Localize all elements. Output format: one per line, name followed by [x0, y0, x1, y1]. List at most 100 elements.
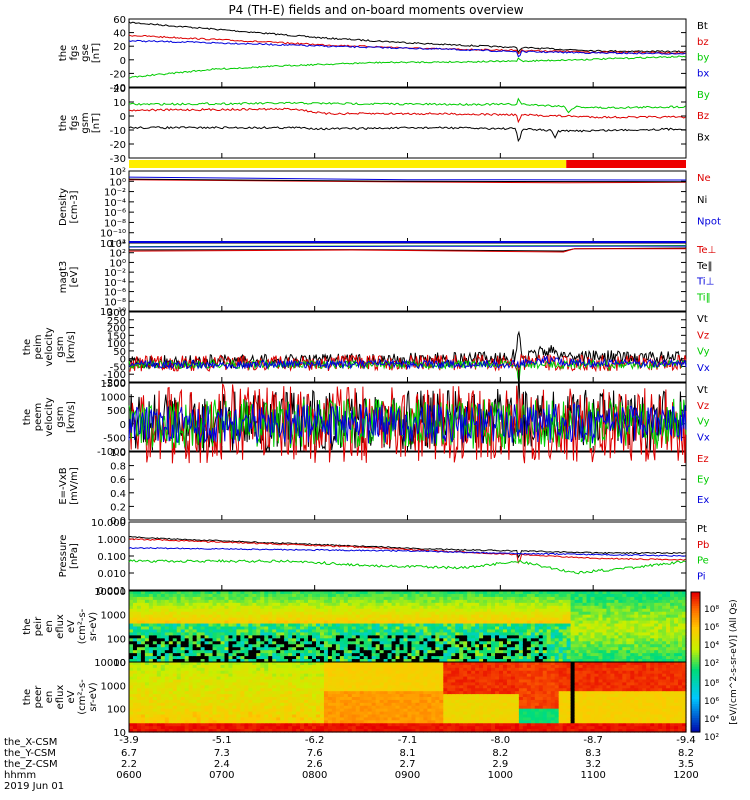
spectrogram-cell [244, 644, 249, 648]
spectrogram-cell [148, 720, 154, 724]
spectrogram-cell [260, 714, 265, 719]
spectrogram-cell [284, 591, 289, 595]
spectrogram-cell [244, 691, 249, 695]
spectrogram-cell [292, 602, 297, 607]
spectrogram-cell [208, 662, 214, 666]
spectrogram-cell [240, 599, 245, 604]
spectrogram-cell [626, 647, 631, 651]
spectrogram-cell [156, 599, 162, 604]
spectrogram-cell [526, 629, 532, 634]
spectrogram-cell [335, 670, 341, 675]
spectrogram-cell [654, 623, 659, 628]
spectrogram-cell [308, 714, 313, 719]
spectrogram-cell [232, 614, 238, 619]
spectrogram-cell [319, 605, 325, 610]
spectrogram-cell [622, 635, 627, 639]
spectrogram-cell [204, 656, 210, 660]
spectrogram-cell [252, 697, 257, 701]
spectrogram-cell [132, 608, 138, 613]
spectrogram-cell [590, 653, 596, 657]
spectrogram-cell [411, 596, 417, 601]
spectrogram-cell [343, 608, 349, 613]
spectrogram-cell [570, 617, 576, 622]
spectrogram-cell [224, 670, 230, 675]
spectrogram-cell [550, 641, 556, 645]
spectrogram-cell [180, 717, 186, 721]
spectrogram-cell [296, 644, 301, 648]
spectrogram-cell [240, 620, 245, 625]
spectrogram-cell [351, 638, 357, 642]
spectrogram-cell [288, 641, 293, 645]
spectrogram-cell [140, 602, 146, 607]
spectrogram-cell [638, 591, 643, 595]
spectrogram-cell [284, 611, 289, 616]
spectrogram-cell [339, 659, 345, 663]
spectrogram-cell [156, 650, 162, 654]
spectrogram-cell [136, 694, 142, 698]
spectrogram-cell [495, 644, 500, 648]
spectrogram-cell [168, 726, 174, 730]
spectrogram-cell [542, 629, 548, 634]
spectrogram-cell [244, 697, 249, 701]
spectrogram-cell [304, 596, 309, 601]
y-tick-label: 10⁻⁴ [104, 278, 126, 289]
spectrogram-cell [148, 676, 154, 681]
spectrogram-cell [487, 608, 492, 613]
spectrogram-cell [634, 620, 639, 625]
spectrogram-cell [180, 656, 186, 660]
spectrogram-cell [280, 644, 285, 648]
spectrogram-cell [164, 676, 170, 681]
spectrogram-cell [276, 635, 281, 639]
spectrogram-cell [650, 596, 655, 601]
spectrogram-cell [319, 623, 325, 628]
spectrogram-cell [160, 629, 166, 634]
spectrogram-cell [359, 656, 365, 660]
spectrogram-cell [308, 659, 313, 663]
spectrogram-cell [260, 602, 265, 607]
spectrogram-cell [423, 638, 428, 642]
spectrogram-cell [208, 688, 214, 692]
spectrogram-cell [666, 608, 671, 613]
spectrogram-cell [188, 729, 194, 733]
spectrogram-cell [431, 605, 436, 610]
spectrogram-cell [371, 647, 377, 651]
spectrogram-cell [455, 620, 460, 625]
spectrogram-cell [399, 647, 405, 651]
spectrogram-cell [435, 641, 440, 645]
spectrogram-cell [546, 641, 552, 645]
spectrogram-cell [678, 623, 683, 628]
spectrogram-cell [315, 670, 321, 675]
spectrogram-cell [312, 673, 317, 678]
spectrogram-cell [152, 620, 158, 625]
spectrogram-cell [674, 641, 679, 645]
spectrogram-cell [534, 608, 540, 613]
spectrogram-cell [148, 682, 154, 686]
spectrogram-cell [491, 635, 496, 639]
spectrogram-cell [260, 729, 265, 733]
spectrogram-cell [622, 626, 627, 631]
spectrogram-cell [323, 723, 329, 727]
spectrogram-cell [606, 614, 612, 619]
spectrogram-cell [518, 623, 524, 628]
spectrogram-cell [618, 638, 623, 642]
spectrogram-cell [371, 623, 377, 628]
spectrogram-cell [642, 641, 647, 645]
spectrogram-cell [463, 653, 468, 657]
spectrogram-cell [538, 602, 544, 607]
spectrogram-cell [634, 608, 639, 613]
spectrogram-cell [148, 679, 154, 684]
spectrogram-cell [168, 702, 174, 707]
spectrogram-cell [502, 647, 508, 651]
spectrogram-cell [176, 682, 182, 686]
spectrogram-cell [156, 608, 162, 613]
spectrogram-cell [272, 662, 277, 666]
spectrogram-cell [375, 605, 381, 610]
spectrogram-cell [129, 644, 134, 648]
spectrogram-cell [288, 608, 293, 613]
spectrogram-cell [367, 608, 373, 613]
spectrogram-cell [323, 679, 329, 684]
spectrogram-cell [236, 673, 241, 678]
spectrogram-cell [236, 682, 241, 686]
spectrogram-cell [224, 641, 230, 645]
